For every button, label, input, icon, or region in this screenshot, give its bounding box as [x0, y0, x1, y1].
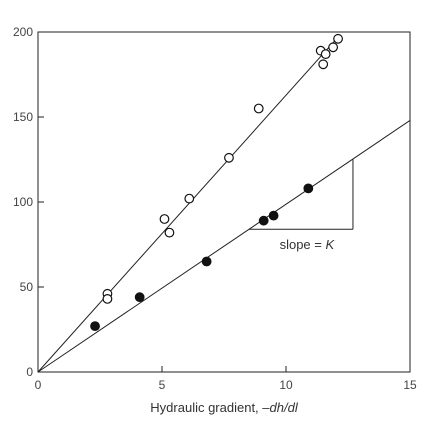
x-tick-label: 0: [35, 378, 42, 392]
fit-line-2: [38, 120, 410, 372]
y-tick-label: 200: [13, 25, 33, 39]
open-data-point: [334, 35, 343, 44]
y-tick-label: 50: [20, 280, 34, 294]
x-tick-label: 5: [159, 378, 166, 392]
open-data-point: [329, 43, 338, 52]
x-tick-label: 10: [279, 378, 293, 392]
open-data-point: [185, 194, 194, 203]
fit-line-1: [38, 37, 338, 372]
filled-data-point: [135, 293, 144, 302]
y-tick-label: 0: [26, 365, 33, 379]
filled-data-point: [202, 257, 211, 266]
plot-frame: [38, 32, 410, 372]
open-data-point: [160, 215, 169, 224]
x-axis-title: Hydraulic gradient, –dh/dl: [150, 400, 299, 415]
slope-annotation: slope = K: [280, 237, 336, 252]
y-tick-label: 150: [13, 110, 33, 124]
open-data-point: [103, 295, 112, 304]
filled-data-point: [304, 184, 313, 193]
filled-data-point: [259, 216, 268, 225]
open-data-point: [165, 228, 174, 237]
x-tick-label: 15: [403, 378, 417, 392]
data-points: [91, 35, 343, 331]
open-data-point: [319, 60, 328, 69]
y-tick-label: 100: [13, 195, 33, 209]
filled-data-point: [91, 322, 100, 331]
filled-data-point: [269, 211, 278, 220]
open-data-point: [225, 154, 234, 163]
plot-border: [38, 32, 410, 372]
open-data-point: [321, 50, 330, 59]
open-data-point: [254, 104, 263, 113]
